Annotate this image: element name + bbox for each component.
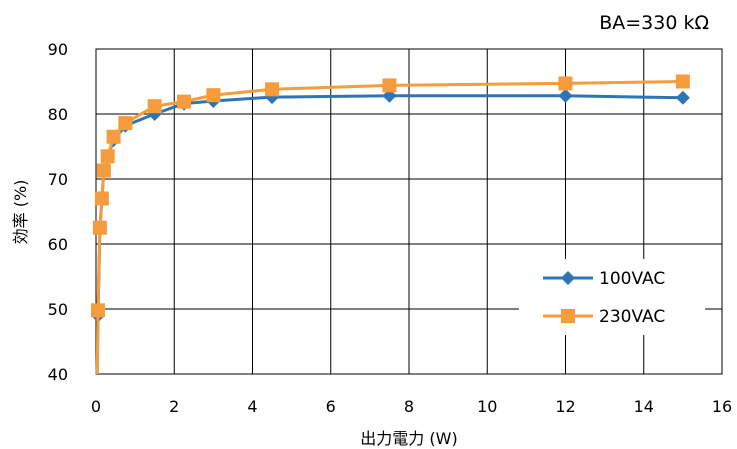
legend-marker-diamond bbox=[561, 271, 575, 285]
x-tick-label: 6 bbox=[326, 397, 336, 416]
x-tick-labels: 0 2 4 6 8 10 12 14 16 bbox=[91, 397, 732, 416]
x-tick-label: 0 bbox=[91, 397, 101, 416]
data-point bbox=[675, 90, 690, 105]
legend: 100VAC 230VAC bbox=[519, 259, 705, 335]
y-tick-label: 70 bbox=[48, 170, 68, 189]
y-axis-label: 効率 (%) bbox=[11, 180, 30, 245]
chart-annotation: BA=330 kΩ bbox=[599, 12, 709, 34]
y-tick-label: 60 bbox=[48, 235, 68, 254]
plot-frame bbox=[95, 48, 723, 375]
data-point bbox=[206, 88, 221, 103]
legend-marker-square bbox=[561, 309, 575, 323]
legend-label: 230VAC bbox=[599, 307, 665, 327]
series-layer bbox=[90, 74, 690, 375]
y-tick-label: 50 bbox=[48, 300, 68, 319]
y-tick-label: 40 bbox=[48, 365, 68, 384]
data-point bbox=[94, 191, 109, 206]
x-tick-label: 2 bbox=[169, 397, 179, 416]
x-tick-label: 4 bbox=[247, 397, 257, 416]
data-point bbox=[675, 74, 690, 89]
legend-item-230vac: 230VAC bbox=[543, 307, 665, 327]
data-point bbox=[90, 303, 105, 318]
data-point bbox=[558, 88, 573, 103]
legend-item-100vac: 100VAC bbox=[543, 269, 665, 289]
y-tick-labels: 40 50 60 70 80 90 bbox=[48, 40, 68, 384]
x-tick-label: 10 bbox=[477, 397, 497, 416]
data-point bbox=[118, 116, 133, 131]
data-point bbox=[147, 99, 162, 114]
data-point bbox=[265, 82, 280, 97]
y-tick-label: 90 bbox=[48, 40, 68, 59]
series-230vac bbox=[90, 74, 690, 375]
x-tick-label: 16 bbox=[712, 397, 732, 416]
x-axis-label: 出力電力 (W) bbox=[360, 429, 457, 448]
y-tick-label: 80 bbox=[48, 105, 68, 124]
data-point bbox=[96, 163, 111, 178]
x-tick-label: 12 bbox=[555, 397, 575, 416]
data-point bbox=[558, 76, 573, 91]
legend-label: 100VAC bbox=[599, 269, 665, 289]
data-point bbox=[177, 94, 192, 109]
data-point bbox=[100, 149, 115, 164]
x-tick-label: 14 bbox=[634, 397, 654, 416]
data-point bbox=[92, 220, 107, 235]
data-point bbox=[382, 78, 397, 93]
data-point bbox=[106, 129, 121, 144]
x-tick-label: 8 bbox=[404, 397, 414, 416]
